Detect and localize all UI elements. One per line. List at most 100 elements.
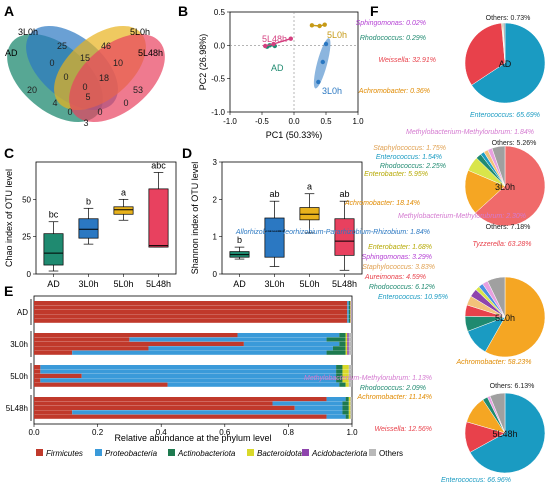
stack-segment-actinobacteriota xyxy=(348,305,351,310)
stack-group-label: 3L0h xyxy=(10,340,28,349)
stack-segment-bacteroidota xyxy=(345,341,348,346)
stack-segment-others xyxy=(348,341,352,346)
pcoa-label-5l0h: 5L0h xyxy=(327,30,347,40)
stack-segment-actinobacteriota xyxy=(336,365,343,370)
venn-count: 46 xyxy=(101,41,111,51)
chao-frame xyxy=(35,161,177,275)
shannon-y-tick-label: 3 xyxy=(213,158,218,167)
stack-segment-acidobacteriota xyxy=(350,309,352,314)
panel-label-e: E xyxy=(4,283,13,299)
stack-segment-bacteroidota xyxy=(348,405,351,410)
venn-count: 15 xyxy=(80,53,90,63)
venn-count: 4 xyxy=(52,98,57,108)
stack-segment-actinobacteriota xyxy=(326,337,346,342)
stack-segment-proteobacteria xyxy=(167,382,340,387)
pie-slice-label: Others: 6.13% xyxy=(490,383,535,390)
stack-segment-others xyxy=(348,350,352,355)
stack-segment-firmicutes xyxy=(34,369,41,374)
pie-slice-label: Staphylococcus: 1.75% xyxy=(373,145,446,152)
pie-slice-label: Enterobacter: 1.68% xyxy=(368,244,432,251)
venn-count: 0 xyxy=(67,107,72,117)
stack-segment-actinobacteriota xyxy=(339,341,346,346)
shannon-x-tick-label: 5L0h xyxy=(299,279,319,289)
stack-segment-actinobacteriota xyxy=(348,301,351,306)
stack-segment-bacteroidota xyxy=(350,318,351,323)
stack-segment-actinobacteriota xyxy=(339,382,346,387)
pie-center-label: 5L0h xyxy=(495,313,515,323)
pcoa-point-5l48h xyxy=(263,43,268,49)
pie-slice-label: Achromobacter: 11.14% xyxy=(356,394,432,401)
venn-count: 0 xyxy=(63,72,68,82)
stack-segment-proteobacteria xyxy=(81,373,337,378)
stack-segment-proteobacteria xyxy=(347,301,349,306)
stack-xlabel: Relative abundance at the phylum level xyxy=(114,433,271,443)
stack-segment-others xyxy=(348,365,352,370)
pie-slice-label: Sphingomonas: 0.02% xyxy=(356,20,426,27)
pie-slice-label: Rhodococcus: 0.29% xyxy=(360,35,426,42)
stack-segment-bacteroidota xyxy=(342,378,349,383)
pcoa-point-3l0h xyxy=(320,59,325,65)
pcoa-x-tick-label: -0.5 xyxy=(255,117,269,126)
chao-significance-letter: b xyxy=(86,196,91,206)
stack-segment-bacteroidota xyxy=(345,337,348,342)
stack-segment-actinobacteriota xyxy=(326,350,346,355)
pie-slice-label: Sphingomonas: 3.29% xyxy=(362,254,432,261)
venn-count: 20 xyxy=(27,85,37,95)
venn-count: 0 xyxy=(82,82,87,92)
legend-swatch-firmicutes xyxy=(36,449,43,456)
pcoa-point-5l0h xyxy=(309,23,315,28)
shannon-x-tick-label: AD xyxy=(233,279,246,289)
stack-x-tick-label: 0.6 xyxy=(219,428,231,437)
stack-segment-others xyxy=(348,346,352,351)
venn-count: 5 xyxy=(85,92,90,102)
stack-segment-bacteroidota xyxy=(342,365,349,370)
chao-y-tick-label: 0 xyxy=(27,270,32,279)
stack-segment-proteobacteria xyxy=(326,397,346,402)
venn-count: 18 xyxy=(99,73,109,83)
venn-label-3l0h: 3L0h xyxy=(18,27,38,37)
genus-pie-charts: Enterococcus: 65.69% Weissella: 32.91% Ach… xyxy=(235,15,546,484)
pcoa-label-3l0h: 3L0h xyxy=(322,86,342,96)
pcoa-xlabel: PC1 (50.33%) xyxy=(266,130,323,140)
pie-center-label: 3L0h xyxy=(495,182,515,192)
chao-y-tick-label: 50 xyxy=(22,195,31,204)
stack-segment-actinobacteriota xyxy=(345,414,349,419)
stack-group-label: 5L0h xyxy=(10,372,28,381)
pie-slice-label: Achromobacter: 0.36% xyxy=(358,88,430,95)
pie-slice-label: Methylobacterium-Methylorubrum: 1.84% xyxy=(406,129,534,136)
stack-segment-firmicutes xyxy=(34,414,327,419)
pie-slice-label: Weissella: 32.91% xyxy=(379,57,436,64)
pie-center-label: 5L48h xyxy=(492,429,517,439)
pie-slice xyxy=(469,392,546,474)
stack-segment-proteobacteria xyxy=(347,305,349,310)
legend-swatch-actinobacteriota xyxy=(168,449,175,456)
stack-segment-others xyxy=(348,333,352,338)
pcoa-y-tick-label: 0.5 xyxy=(214,8,226,17)
stack-segment-others xyxy=(350,401,352,406)
panel-label-a: A xyxy=(4,3,14,19)
stack-segment-proteobacteria xyxy=(347,318,349,323)
pcoa-point-5l0h xyxy=(317,23,322,29)
stack-segment-others xyxy=(350,414,352,419)
stack-segment-bacteroidota xyxy=(345,382,349,387)
stack-segment-proteobacteria xyxy=(243,341,340,346)
stack-segment-others xyxy=(350,405,352,410)
chao-significance-letter: a xyxy=(121,187,126,197)
legend-swatch-bacteroidota xyxy=(247,449,254,456)
stack-segment-bacteroidota xyxy=(348,410,351,415)
venn-count: 0 xyxy=(97,107,102,117)
venn-count: 10 xyxy=(113,58,123,68)
stack-segment-actinobacteriota xyxy=(332,346,346,351)
phylum-legend: Firmicutes Proteobacteria Actinobacteriota… xyxy=(36,449,403,458)
pcoa-chart: -1.0 -0.5 0.0 0.5 1.0 0.5 0.0 -0.5 -1.0 PC1 (50.… xyxy=(198,8,364,140)
shannon-y-tick-label: 0 xyxy=(213,270,218,279)
stack-segment-others xyxy=(348,382,352,387)
pcoa-label-5l48h: 5L48h xyxy=(262,34,287,44)
legend-swatch-acidobacteriota xyxy=(302,449,309,456)
venn-count: 3 xyxy=(83,118,88,128)
stack-segment-bacteroidota xyxy=(350,305,351,310)
stack-x-tick-label: 0.4 xyxy=(156,428,168,437)
stack-segment-others xyxy=(351,314,352,319)
legend-label-others: Others xyxy=(379,449,403,458)
